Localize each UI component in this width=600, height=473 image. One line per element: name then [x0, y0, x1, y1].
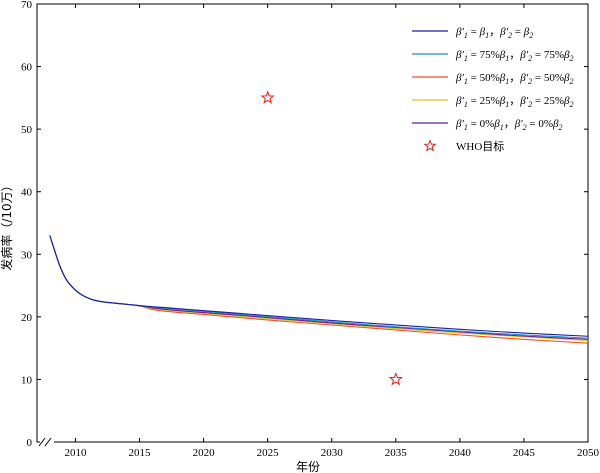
- series-lines: [49, 235, 589, 344]
- x-tick-label: 2015: [129, 447, 152, 459]
- x-tick-label: 2045: [513, 447, 536, 459]
- y-tick-label: 70: [21, 0, 33, 11]
- y-tick-label: 30: [21, 249, 33, 261]
- plot-frame: [36, 3, 589, 443]
- y-tick-label: 20: [21, 312, 33, 324]
- who-target-star: [388, 371, 403, 386]
- x-axis-title: 年份: [296, 460, 320, 473]
- y-tick-label: 60: [21, 62, 33, 74]
- y-axis-title: 发病率（/10万）: [0, 179, 14, 270]
- axis-break-gap: [40, 439, 54, 445]
- x-tick-label: 2050: [577, 447, 600, 459]
- y-tick-label: 0: [27, 437, 33, 449]
- x-tick-label: 2030: [321, 447, 344, 459]
- x-tick-label: 2035: [385, 447, 408, 459]
- x-tick-label: 2010: [64, 447, 87, 459]
- who-target-markers: [260, 90, 403, 386]
- legend-label-4: β′1 = 25%β1，β′2 = 25%β2: [455, 95, 574, 109]
- legend-label-5: β′1 = 0%β1，β′2 = 0%β2: [455, 118, 563, 132]
- legend-label-2: β′1 = 75%β1，β′2 = 75%β2: [455, 49, 574, 63]
- x-tick-label: 2025: [257, 447, 280, 459]
- series-line-1: [49, 235, 589, 337]
- axis-break-slash: [44, 437, 52, 447]
- legend-star-icon: [423, 139, 437, 152]
- y-tick-label: 40: [21, 187, 33, 199]
- who-target-star: [260, 90, 275, 104]
- axis-break-symbol: [38, 437, 54, 447]
- legend-label-who-target: WHO目标: [456, 139, 504, 153]
- x-tick-label: 2020: [193, 447, 216, 459]
- series-line-3: [49, 235, 589, 344]
- legend: β′1 = β1，β′2 = β2 β′1 = 75%β1，β′2 = 75%β2…: [412, 26, 574, 153]
- axis-break-slash: [38, 437, 46, 447]
- y-tick-label: 50: [21, 124, 33, 136]
- legend-label-1: β′1 = β1，β′2 = β2: [455, 26, 533, 40]
- x-tick-label: 2040: [449, 447, 472, 459]
- y-tick-label: 10: [21, 374, 33, 386]
- legend-label-3: β′1 = 50%β1，β′2 = 50%β2: [455, 72, 574, 86]
- series-line-4: [49, 235, 589, 342]
